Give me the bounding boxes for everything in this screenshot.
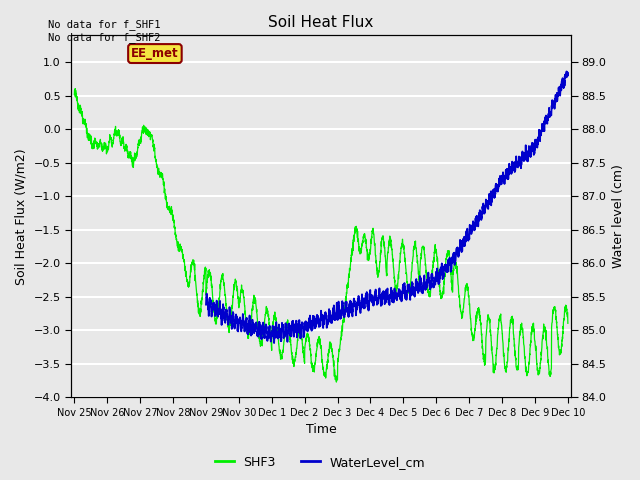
Y-axis label: Soil Heat Flux (W/m2): Soil Heat Flux (W/m2) bbox=[15, 148, 28, 285]
Text: No data for f_SHF1
No data for f_SHF2: No data for f_SHF1 No data for f_SHF2 bbox=[48, 19, 161, 43]
Text: EE_met: EE_met bbox=[131, 47, 179, 60]
Title: Soil Heat Flux: Soil Heat Flux bbox=[268, 15, 374, 30]
Legend: SHF3, WaterLevel_cm: SHF3, WaterLevel_cm bbox=[210, 451, 430, 474]
Y-axis label: Water level (cm): Water level (cm) bbox=[612, 164, 625, 268]
X-axis label: Time: Time bbox=[306, 423, 337, 436]
